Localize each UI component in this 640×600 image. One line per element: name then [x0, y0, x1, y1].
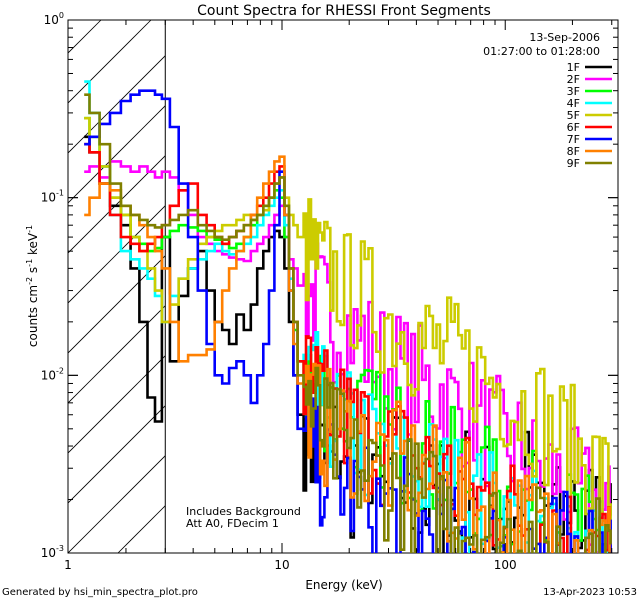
legend-label-8F: 8F — [567, 145, 580, 158]
hatch-line — [68, 455, 166, 553]
y-tick-label: 10-1 — [41, 189, 64, 205]
tick-layer: 1 10 100 100 10-1 10-2 10-3 — [41, 11, 618, 572]
time-range-label: 01:27:00 to 01:28:00 — [483, 45, 600, 58]
series-layer — [84, 80, 612, 553]
legend-label-1F: 1F — [567, 61, 580, 74]
x-tick-label: 1 — [64, 558, 72, 572]
x-axis-label: Energy (keV) — [305, 578, 382, 592]
y-axis-label-base: counts cm — [26, 285, 40, 347]
y-axis-label-exp3: -1 — [25, 225, 34, 233]
legend-label-3F: 3F — [567, 85, 580, 98]
annotation-background: Includes Background — [186, 505, 301, 518]
hatch-line — [68, 405, 166, 504]
legend-label-2F: 2F — [567, 73, 580, 86]
hatch-line — [618, 20, 640, 553]
legend-label-5F: 5F — [567, 109, 580, 122]
hatched-region — [0, 20, 640, 553]
date-label: 13-Sep-2006 — [529, 31, 600, 44]
y-axis-label-exp1: -2 — [25, 277, 34, 285]
y-axis-label-exp2: -1 — [25, 259, 34, 267]
y-axis-label-mid2: keV — [26, 232, 40, 259]
hatch-line — [68, 55, 166, 154]
x-tick-label: 10 — [274, 558, 289, 572]
hatch-line — [68, 255, 166, 354]
legend-label-9F: 9F — [567, 157, 580, 170]
x-tick-label: 100 — [494, 558, 517, 572]
series-9F — [84, 93, 612, 553]
y-tick-label: 100 — [44, 11, 64, 27]
hatch-line — [68, 105, 166, 204]
hatch-line — [0, 20, 1, 553]
y-axis-label-mid: s — [26, 267, 40, 277]
legend-label-7F: 7F — [567, 133, 580, 146]
timestamp-label: 13-Apr-2023 10:53 — [543, 587, 637, 598]
generated-by-label: Generated by hsi_min_spectra_plot.pro — [2, 587, 198, 598]
hatch-line — [68, 205, 166, 304]
y-tick-label: 10-2 — [41, 366, 64, 382]
y-axis-label: counts cm-2 s-1 keV-1 — [25, 225, 40, 347]
legend-label-6F: 6F — [567, 121, 580, 134]
annotation-attenuator: Att A0, FDecim 1 — [186, 517, 279, 530]
y-tick-label: 10-3 — [41, 544, 64, 560]
legend-label-4F: 4F — [567, 97, 580, 110]
chart-title: Count Spectra for RHESSI Front Segments — [197, 3, 491, 19]
series-8F — [84, 155, 611, 553]
